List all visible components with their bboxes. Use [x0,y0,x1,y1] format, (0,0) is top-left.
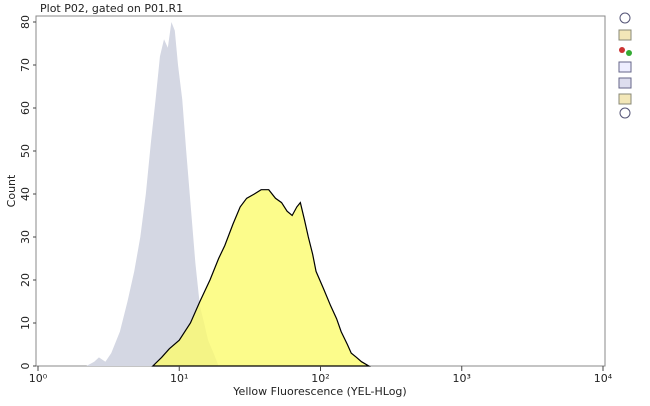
chart-title: Plot P02, gated on P01.R1 [40,2,183,15]
histogram-area [151,189,372,367]
y-tick-label: 0 [19,363,32,370]
y-tick-label: 80 [19,15,32,29]
export-icon[interactable] [618,77,632,89]
y-tick-label: 10 [19,316,32,330]
y-tick-label: 30 [19,230,32,244]
color-icon[interactable] [619,47,625,53]
x-tick-label: 10¹ [170,372,188,385]
x-tick-label: 10² [311,372,329,385]
y-tick-label: 50 [19,144,32,158]
print-icon[interactable] [618,61,632,73]
x-axis-label: Yellow Fluorescence (YEL-HLog) [232,385,406,398]
color-icon-dot [626,50,632,56]
y-tick-label: 20 [19,273,32,287]
zoom-icon[interactable] [619,12,631,24]
histogram-area [86,22,219,366]
search-icon[interactable] [619,107,631,119]
x-tick-label: 10³ [453,372,471,385]
x-tick-label: 10⁰ [29,372,48,385]
toolbar [618,12,632,119]
y-tick-label: 70 [19,58,32,72]
y-axis-label: Count [5,174,18,207]
copy-icon[interactable] [618,29,632,41]
y-tick-label: 60 [19,101,32,115]
y-tick-label: 40 [19,187,32,201]
x-tick-label: 10⁴ [594,372,613,385]
notes-icon[interactable] [618,93,632,105]
